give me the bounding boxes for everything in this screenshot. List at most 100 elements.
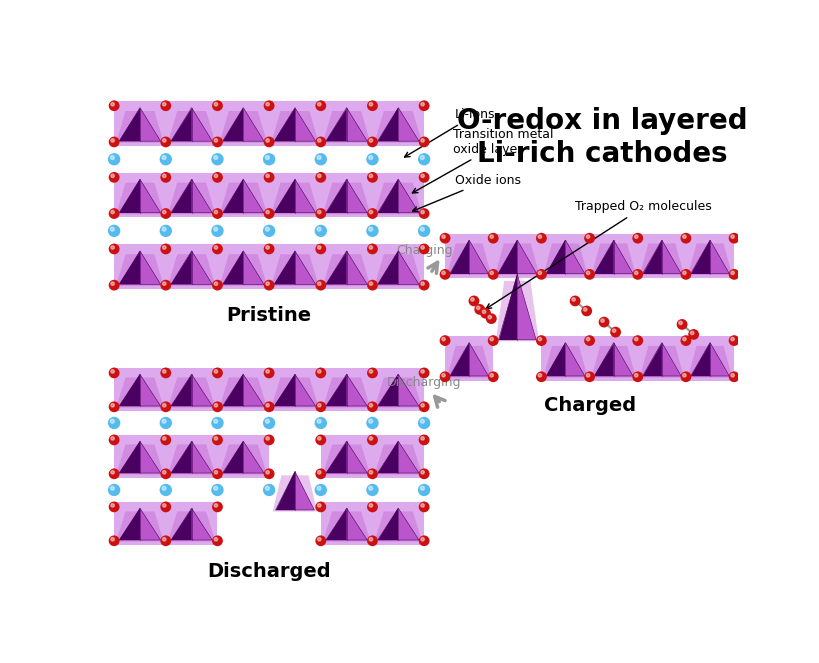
Polygon shape bbox=[243, 251, 264, 284]
Polygon shape bbox=[168, 444, 215, 475]
Circle shape bbox=[111, 246, 114, 249]
Circle shape bbox=[317, 419, 321, 423]
Circle shape bbox=[680, 371, 690, 382]
Circle shape bbox=[214, 282, 217, 285]
Circle shape bbox=[212, 208, 223, 219]
Polygon shape bbox=[374, 182, 422, 214]
Circle shape bbox=[315, 137, 326, 147]
Circle shape bbox=[111, 210, 114, 213]
Polygon shape bbox=[116, 182, 164, 214]
Polygon shape bbox=[661, 343, 681, 376]
Circle shape bbox=[162, 370, 165, 373]
Circle shape bbox=[211, 225, 224, 237]
Polygon shape bbox=[295, 251, 315, 284]
Polygon shape bbox=[168, 511, 215, 542]
Polygon shape bbox=[378, 509, 398, 540]
Circle shape bbox=[682, 235, 686, 239]
Polygon shape bbox=[326, 107, 346, 141]
Circle shape bbox=[600, 319, 604, 322]
Polygon shape bbox=[140, 251, 161, 284]
Circle shape bbox=[728, 335, 739, 346]
Circle shape bbox=[111, 486, 114, 490]
Circle shape bbox=[317, 103, 320, 106]
Circle shape bbox=[682, 337, 686, 341]
Circle shape bbox=[420, 210, 423, 213]
Bar bbox=[320, 436, 423, 477]
Circle shape bbox=[265, 437, 269, 440]
Circle shape bbox=[441, 235, 445, 239]
Circle shape bbox=[728, 233, 739, 243]
Circle shape bbox=[598, 317, 609, 328]
Circle shape bbox=[634, 337, 637, 341]
Circle shape bbox=[108, 417, 120, 429]
Bar bbox=[114, 436, 269, 477]
Circle shape bbox=[490, 271, 493, 274]
Circle shape bbox=[612, 329, 615, 332]
Circle shape bbox=[314, 153, 327, 165]
Circle shape bbox=[369, 370, 372, 373]
Circle shape bbox=[367, 137, 378, 147]
Polygon shape bbox=[398, 375, 419, 406]
Polygon shape bbox=[687, 346, 731, 377]
Circle shape bbox=[162, 227, 165, 231]
Polygon shape bbox=[543, 346, 587, 377]
Circle shape bbox=[367, 469, 378, 479]
Circle shape bbox=[109, 367, 120, 379]
Circle shape bbox=[682, 271, 686, 274]
Circle shape bbox=[631, 269, 642, 280]
Circle shape bbox=[583, 233, 595, 243]
Circle shape bbox=[419, 243, 429, 255]
Circle shape bbox=[264, 367, 274, 379]
Polygon shape bbox=[271, 254, 319, 286]
Text: O-redox in layered
Li-rich cathodes: O-redox in layered Li-rich cathodes bbox=[456, 107, 747, 168]
Circle shape bbox=[537, 337, 541, 341]
Circle shape bbox=[537, 235, 541, 239]
Circle shape bbox=[314, 225, 327, 237]
Circle shape bbox=[583, 269, 595, 280]
Polygon shape bbox=[140, 179, 161, 213]
Circle shape bbox=[367, 100, 378, 111]
Circle shape bbox=[111, 139, 114, 142]
Circle shape bbox=[161, 243, 171, 255]
Circle shape bbox=[161, 208, 171, 219]
Circle shape bbox=[487, 316, 491, 319]
Polygon shape bbox=[326, 509, 346, 540]
Circle shape bbox=[487, 335, 498, 346]
Circle shape bbox=[161, 100, 171, 111]
Bar bbox=[320, 503, 423, 544]
Circle shape bbox=[263, 417, 275, 429]
Circle shape bbox=[730, 337, 734, 341]
Circle shape bbox=[212, 137, 223, 147]
Polygon shape bbox=[168, 182, 215, 214]
Circle shape bbox=[315, 501, 326, 512]
Circle shape bbox=[486, 313, 496, 324]
Circle shape bbox=[264, 469, 274, 479]
Circle shape bbox=[317, 404, 320, 407]
Polygon shape bbox=[378, 442, 398, 473]
Polygon shape bbox=[271, 377, 319, 408]
Circle shape bbox=[537, 271, 541, 274]
Circle shape bbox=[487, 269, 498, 280]
Circle shape bbox=[369, 437, 372, 440]
Circle shape bbox=[490, 337, 493, 341]
Polygon shape bbox=[323, 182, 370, 214]
Circle shape bbox=[367, 501, 378, 512]
Circle shape bbox=[161, 367, 171, 379]
Circle shape bbox=[490, 373, 493, 377]
Polygon shape bbox=[119, 251, 140, 284]
Circle shape bbox=[317, 246, 320, 249]
Polygon shape bbox=[170, 179, 192, 213]
Circle shape bbox=[160, 417, 172, 429]
Circle shape bbox=[212, 100, 223, 111]
Circle shape bbox=[317, 370, 320, 373]
Polygon shape bbox=[323, 444, 370, 475]
Circle shape bbox=[730, 373, 734, 377]
Circle shape bbox=[265, 227, 269, 231]
Polygon shape bbox=[326, 251, 346, 284]
Circle shape bbox=[265, 156, 269, 160]
Polygon shape bbox=[495, 243, 539, 275]
Circle shape bbox=[369, 471, 372, 474]
Polygon shape bbox=[374, 511, 422, 542]
Polygon shape bbox=[119, 375, 140, 406]
Polygon shape bbox=[687, 243, 731, 275]
